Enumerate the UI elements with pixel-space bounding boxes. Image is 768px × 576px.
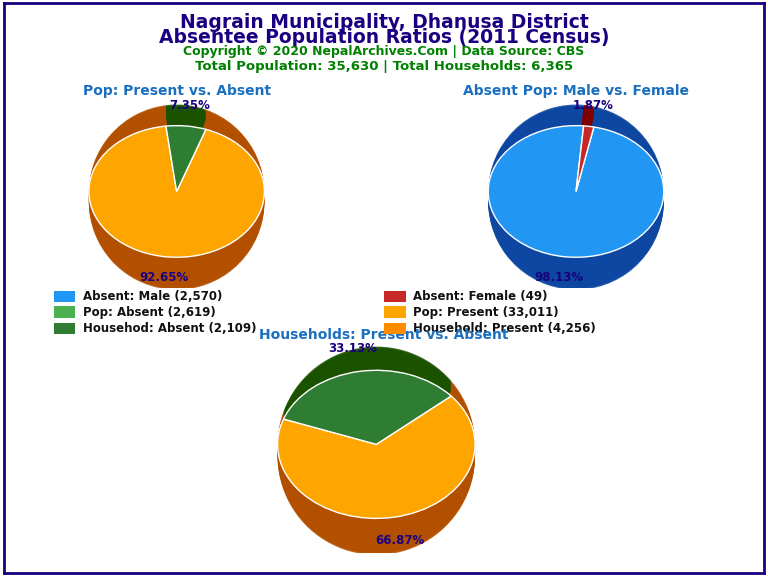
Wedge shape [277, 391, 475, 554]
Wedge shape [89, 106, 264, 281]
Wedge shape [283, 347, 451, 446]
Wedge shape [488, 109, 664, 285]
Text: Total Population: 35,630 | Total Households: 6,365: Total Population: 35,630 | Total Househo… [195, 60, 573, 74]
Text: Absent Pop: Male vs. Female: Absent Pop: Male vs. Female [463, 84, 689, 97]
Wedge shape [166, 112, 206, 199]
Wedge shape [576, 105, 594, 192]
Wedge shape [166, 113, 206, 201]
Wedge shape [576, 109, 594, 197]
Wedge shape [576, 126, 594, 191]
Text: Pop: Present vs. Absent: Pop: Present vs. Absent [83, 84, 270, 97]
Wedge shape [488, 110, 664, 285]
Wedge shape [488, 113, 664, 289]
Wedge shape [576, 112, 594, 199]
Text: Absent: Female (49): Absent: Female (49) [413, 290, 548, 303]
Text: Pop: Absent (2,619): Pop: Absent (2,619) [83, 306, 216, 319]
Wedge shape [576, 113, 594, 201]
Wedge shape [166, 126, 206, 191]
Wedge shape [89, 109, 264, 285]
Wedge shape [166, 107, 206, 195]
Wedge shape [576, 115, 594, 202]
Text: 33.13%: 33.13% [329, 342, 377, 355]
Wedge shape [277, 385, 475, 548]
Wedge shape [576, 106, 594, 193]
Wedge shape [89, 111, 264, 286]
Text: Absentee Population Ratios (2011 Census): Absentee Population Ratios (2011 Census) [159, 28, 609, 47]
Text: Nagrain Municipality, Dhanusa District: Nagrain Municipality, Dhanusa District [180, 13, 588, 32]
Wedge shape [283, 347, 451, 445]
Wedge shape [488, 114, 664, 290]
Wedge shape [89, 114, 264, 289]
Wedge shape [576, 110, 594, 198]
Text: 92.65%: 92.65% [140, 271, 189, 285]
Wedge shape [166, 109, 206, 197]
Wedge shape [277, 381, 475, 544]
Wedge shape [283, 353, 451, 451]
Wedge shape [283, 354, 451, 452]
Wedge shape [166, 110, 206, 198]
Wedge shape [166, 111, 206, 199]
Wedge shape [166, 114, 206, 202]
Text: Household: Present (4,256): Household: Present (4,256) [413, 322, 596, 335]
Wedge shape [283, 370, 451, 444]
Wedge shape [576, 108, 594, 196]
Text: Copyright © 2020 NepalArchives.Com | Data Source: CBS: Copyright © 2020 NepalArchives.Com | Dat… [184, 45, 584, 58]
Wedge shape [283, 355, 451, 454]
Wedge shape [488, 107, 664, 283]
Text: Households: Present vs. Absent: Households: Present vs. Absent [260, 328, 508, 342]
Wedge shape [488, 126, 664, 257]
Wedge shape [576, 113, 594, 200]
Wedge shape [283, 351, 451, 450]
Wedge shape [277, 388, 475, 551]
Wedge shape [277, 392, 475, 555]
Wedge shape [488, 107, 664, 282]
Wedge shape [283, 350, 451, 448]
Wedge shape [89, 108, 264, 283]
Wedge shape [488, 105, 664, 280]
Wedge shape [277, 396, 475, 518]
Wedge shape [277, 390, 475, 553]
Text: Absent: Male (2,570): Absent: Male (2,570) [83, 290, 222, 303]
Wedge shape [277, 386, 475, 549]
Text: 7.35%: 7.35% [169, 98, 210, 112]
Wedge shape [89, 113, 264, 288]
Wedge shape [283, 351, 451, 449]
Wedge shape [488, 105, 664, 281]
Wedge shape [89, 112, 264, 287]
Wedge shape [166, 107, 206, 194]
Wedge shape [89, 111, 264, 285]
Text: 1.87%: 1.87% [572, 99, 614, 112]
Wedge shape [576, 111, 594, 199]
Text: 98.13%: 98.13% [535, 271, 584, 284]
Wedge shape [89, 107, 264, 282]
Text: Pop: Present (33,011): Pop: Present (33,011) [413, 306, 559, 319]
Wedge shape [166, 105, 206, 193]
Wedge shape [488, 108, 664, 283]
Wedge shape [277, 382, 475, 545]
Wedge shape [576, 107, 594, 194]
Wedge shape [283, 357, 451, 455]
Wedge shape [89, 126, 264, 257]
Wedge shape [166, 105, 206, 192]
Wedge shape [277, 384, 475, 547]
Wedge shape [488, 112, 664, 288]
Wedge shape [277, 383, 475, 546]
Wedge shape [488, 112, 664, 287]
Wedge shape [283, 354, 451, 453]
Wedge shape [488, 111, 664, 286]
Text: Househod: Absent (2,109): Househod: Absent (2,109) [83, 322, 257, 335]
Wedge shape [283, 358, 451, 456]
Wedge shape [166, 112, 206, 200]
Wedge shape [283, 348, 451, 448]
Wedge shape [89, 109, 264, 283]
Wedge shape [277, 389, 475, 552]
Wedge shape [166, 108, 206, 196]
Wedge shape [89, 105, 264, 280]
Text: 66.87%: 66.87% [375, 534, 425, 547]
Wedge shape [89, 115, 264, 290]
Wedge shape [576, 108, 594, 195]
Wedge shape [277, 387, 475, 550]
